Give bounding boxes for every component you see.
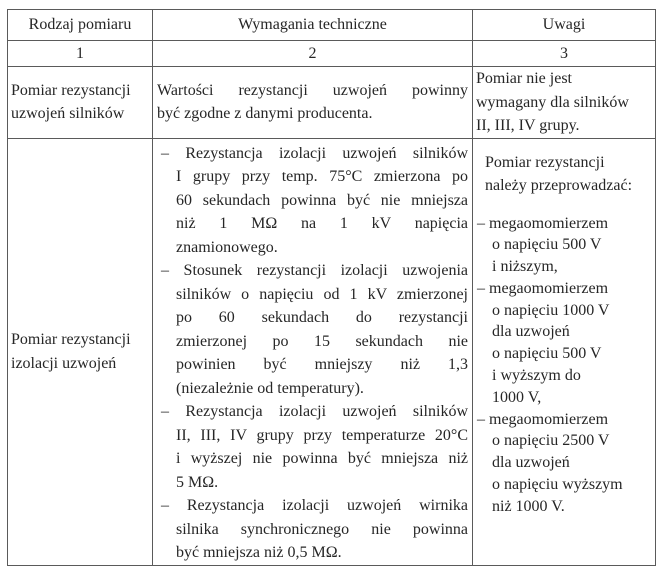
cell-line: powinien być mniejszy niż 1,3 xyxy=(176,356,468,373)
measurement-type-cell: Pomiar rezystancji uzwojeń silników xyxy=(7,66,153,139)
column-number: 1 xyxy=(7,40,153,67)
cell-line: wymagany dla silników xyxy=(476,93,629,111)
cell-line: być mniejsza niż 0,5 MΩ. xyxy=(176,544,342,561)
cell-line: 1000 V, xyxy=(492,388,542,406)
requirements-cell: – Rezystancja izolacji uzwojeń silników I… xyxy=(152,137,473,566)
cell-line: (niezależnie od temperatury). xyxy=(176,379,364,397)
cell-line: Wartości rezystancji uzwojeń powinny xyxy=(157,81,468,99)
cell-line: znamionowego. xyxy=(176,238,278,256)
cell-line: i wyższym do xyxy=(492,367,581,385)
note-item: – megaomomierzem o napięciu 500 V i niższy… xyxy=(477,213,651,278)
requirement-item: – Rezystancja izolacji uzwojeń silników I… xyxy=(161,400,468,494)
cell-line: – megaomomierzem xyxy=(477,410,609,428)
header-notes: Uwagi xyxy=(472,9,656,41)
cell-line: uzwojeń silników xyxy=(11,105,125,123)
table-row: Pomiar rezystancji uzwojeń silników Wart… xyxy=(7,66,656,139)
cell-line: izolacji uzwojeń xyxy=(11,354,117,372)
header-row: Rodzaj pomiaru Wymagania techniczne Uwag… xyxy=(7,9,656,41)
cell-line: o napięciu 500 V xyxy=(492,345,602,363)
spacer xyxy=(477,197,651,213)
cell-line: – Rezystancja izolacji uzwojeń wirnika xyxy=(161,497,468,514)
cell-line: należy przeprowadzać: xyxy=(485,176,633,194)
column-number-row: 1 2 3 xyxy=(7,40,656,67)
table-row: Pomiar rezystancji izolacji uzwojeń – Re… xyxy=(7,137,656,566)
cell-line: po 60 sekundach do rezystancji xyxy=(176,309,468,326)
header-technical-requirements: Wymagania techniczne xyxy=(152,9,473,41)
cell-line: Pomiar rezystancji xyxy=(11,81,131,99)
cell-line: dla uzwojeń xyxy=(492,454,570,472)
cell-line: 5 MΩ. xyxy=(176,473,219,491)
column-number: 2 xyxy=(152,40,473,67)
cell-line: i wyższej nie powinna być mniejsza niż xyxy=(176,450,468,467)
cell-line: II, III, IV grupy przy temperaturze 20°C xyxy=(176,426,468,444)
cell-line: I grupy przy temp. 75°C zmierzona po xyxy=(176,168,468,185)
cell-line: – Rezystancja izolacji uzwojeń silników xyxy=(161,144,468,162)
requirements-cell: Wartości rezystancji uzwojeń powinny być… xyxy=(152,66,473,139)
cell-line: dla uzwojeń xyxy=(492,323,570,341)
cell-line: Pomiar rezystancji xyxy=(485,153,605,171)
cell-line: silników o napięciu od 1 kV zmierzonej xyxy=(176,285,468,303)
cell-line: zmierzonej po 15 sekundach nie xyxy=(176,332,468,350)
cell-line: i niższym, xyxy=(492,258,558,276)
requirements-table: Rodzaj pomiaru Wymagania techniczne Uwag… xyxy=(7,9,656,566)
requirement-item: – Rezystancja izolacji uzwojeń wirnika si… xyxy=(161,494,468,565)
cell-line: o napięciu 1000 V xyxy=(492,301,610,319)
cell-line: – megaomomierzem xyxy=(477,214,609,232)
cell-line: o napięciu 2500 V xyxy=(492,432,610,450)
notes-cell: Pomiar nie jest wymagany dla silników II… xyxy=(472,66,656,139)
cell-line: Pomiar rezystancji xyxy=(11,331,131,348)
cell-line: Pomiar nie jest xyxy=(476,70,572,87)
cell-line: o napięciu 500 V xyxy=(492,236,602,254)
cell-line: być zgodne z danymi producenta. xyxy=(157,105,373,123)
cell-line: 60 sekundach powinna być nie mniejsza xyxy=(176,191,468,209)
cell-line: niż 1000 V. xyxy=(492,497,565,515)
column-number: 3 xyxy=(472,40,656,67)
note-item: – megaomomierzem o napięciu 1000 V dla uzw… xyxy=(477,278,651,409)
cell-line: – Rezystancja izolacji uzwojeń silników xyxy=(161,403,468,420)
requirement-item: – Stosunek rezystancji izolacji uzwojeni… xyxy=(161,259,468,400)
measurement-type-cell: Pomiar rezystancji izolacji uzwojeń xyxy=(7,137,153,566)
cell-line: niż 1 MΩ na 1 kV napięcia xyxy=(176,215,468,232)
cell-line: – megaomomierzem xyxy=(477,279,609,297)
cell-line: o napięciu wyższym xyxy=(492,476,623,494)
notes-cell: Pomiar rezystancji należy przeprowadzać:… xyxy=(472,137,656,566)
cell-line: silnika synchronicznego nie powinna xyxy=(176,520,468,538)
requirement-item: – Rezystancja izolacji uzwojeń silników I… xyxy=(161,142,468,260)
cell-line: – Stosunek rezystancji izolacji uzwojeni… xyxy=(161,262,468,279)
header-measurement-type: Rodzaj pomiaru xyxy=(7,9,153,41)
cell-line: II, III, IV grupy. xyxy=(476,117,580,134)
note-item: – megaomomierzem o napięciu 2500 V dla uzw… xyxy=(477,409,651,518)
